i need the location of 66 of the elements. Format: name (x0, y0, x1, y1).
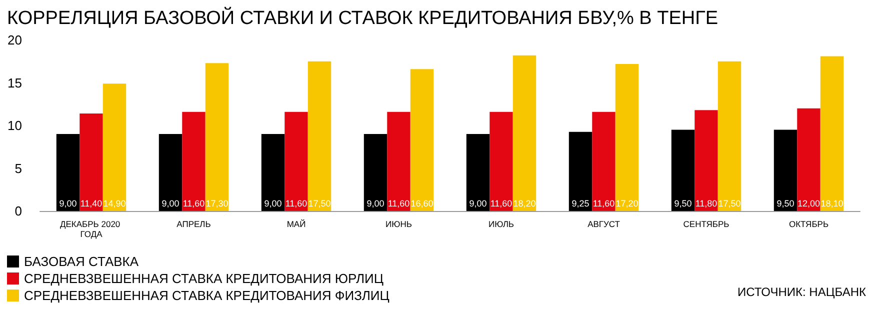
data-label: 9,50 (776, 198, 794, 208)
data-label: 9,00 (264, 198, 282, 208)
bar (261, 134, 285, 211)
data-label: 17,30 (206, 198, 228, 208)
bar (490, 112, 513, 211)
data-label: 14,90 (103, 198, 126, 208)
bar (158, 134, 182, 211)
bar (797, 108, 820, 211)
bar (820, 56, 844, 211)
data-label: 9,00 (469, 198, 487, 208)
data-label: 16,60 (410, 198, 434, 208)
bar (466, 134, 490, 211)
data-label: 17,50 (308, 198, 331, 208)
data-label: 9,00 (162, 198, 180, 208)
data-label: 11,60 (388, 198, 410, 208)
data-label: 12,00 (797, 198, 820, 208)
data-label: 11,60 (285, 198, 308, 208)
x-tick-label: АПРЕЛЬ (176, 219, 212, 229)
data-label: 11,60 (592, 198, 615, 208)
x-tick-label: АВГУСТ (588, 219, 620, 229)
data-label: 18,10 (820, 198, 844, 208)
bar (387, 112, 410, 211)
bar (308, 61, 332, 211)
data-label: 17,50 (718, 198, 741, 208)
data-label: 9,00 (59, 198, 77, 208)
y-tick-label: 20 (8, 32, 22, 48)
data-label: 11,60 (182, 198, 205, 208)
bar (80, 114, 103, 211)
x-tick-label: ИЮЛЬ (488, 219, 514, 229)
y-tick-label: 10 (8, 118, 22, 133)
data-label: 11,60 (490, 198, 512, 208)
data-label: 11,40 (80, 198, 102, 208)
bar (56, 134, 80, 211)
bar (774, 130, 798, 211)
bar (182, 112, 206, 211)
x-tick-label: ОКТЯБРЬ (788, 219, 829, 229)
x-tick-label: СЕНТЯБРЬ (683, 219, 730, 229)
data-label: 9,00 (366, 198, 384, 208)
x-tick-label: МАЙ (286, 219, 306, 229)
bar (718, 61, 742, 211)
bar (410, 69, 434, 211)
y-tick-label: 0 (14, 204, 22, 218)
legend-label: СРЕДНЕВЗВЕШЕННАЯ СТАВКА КРЕДИТОВАНИЯ ФИЗЛИЦ (24, 288, 390, 303)
bar (568, 132, 592, 211)
data-label: 17,20 (616, 198, 638, 208)
x-tick-label: ДЕКАБРЬ 2020 ГОДА (60, 219, 123, 239)
legend-label: БАЗОВАЯ СТАВКА (24, 254, 139, 269)
x-tick-label: ИЮНЬ (386, 219, 412, 229)
data-label: 18,20 (513, 198, 536, 208)
bar (615, 64, 639, 211)
bar (592, 112, 616, 211)
y-tick-label: 5 (14, 160, 22, 176)
bar (694, 110, 718, 211)
y-tick-label: 15 (8, 75, 22, 90)
data-label: 11,80 (695, 198, 718, 208)
bar (205, 63, 229, 211)
chart-title: КОРРЕЛЯЦИЯ БАЗОВОЙ СТАВКИ И СТАВОК КРЕДИТОВАНИЯ БВУ,% В ТЕНГЕ (7, 6, 718, 29)
bar (364, 134, 388, 211)
legend-label: СРЕДНЕВЗВЕШЕННАЯ СТАВКА КРЕДИТОВАНИЯ ЮРЛИЦ (24, 271, 384, 286)
bar (671, 130, 695, 211)
bar (102, 84, 126, 211)
bar (512, 55, 536, 211)
data-label: 9,25 (572, 198, 590, 208)
bar (284, 112, 308, 211)
data-label: 9,50 (674, 198, 692, 208)
text: ИСТОЧНИК: НАЦБАНК (737, 285, 866, 299)
